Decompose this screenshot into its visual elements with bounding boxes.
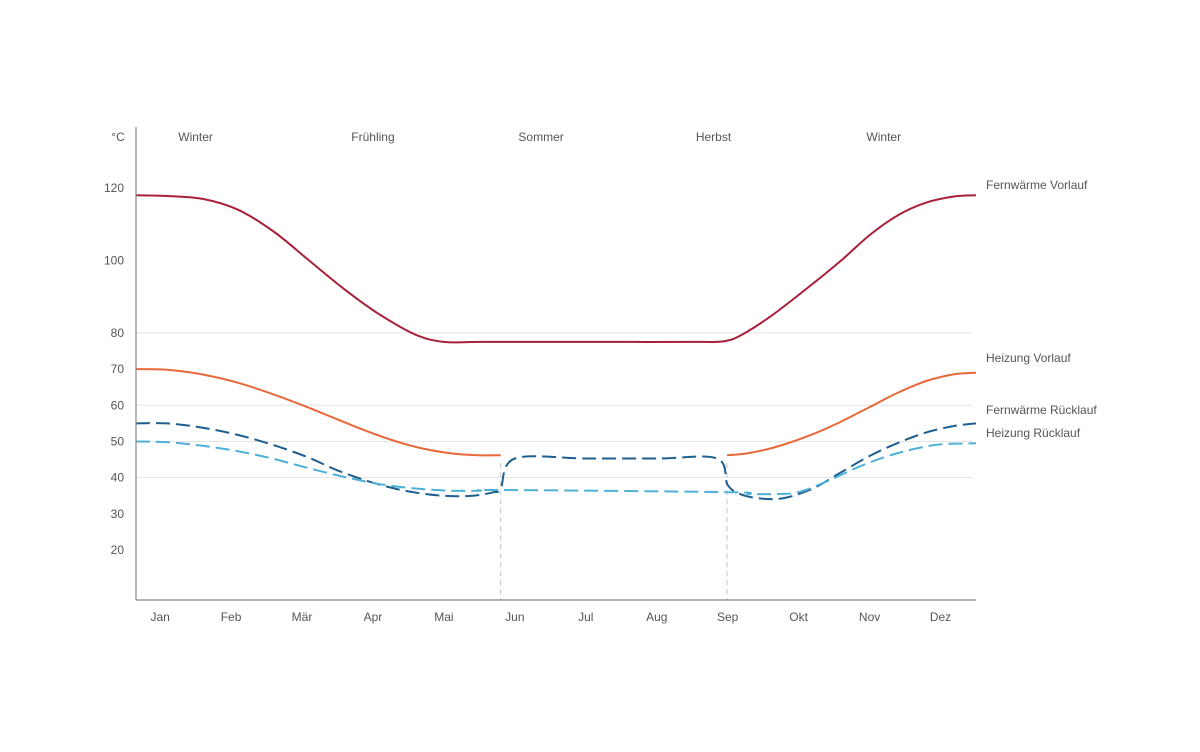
x-tick-label-jul: Jul bbox=[578, 610, 593, 624]
series-line-heizung-vorlauf-1 bbox=[135, 368, 501, 457]
y-tick-label-60: 60 bbox=[111, 398, 125, 412]
series-lines bbox=[135, 194, 977, 501]
y-tick-label-100: 100 bbox=[104, 253, 124, 267]
x-tick-label-dez: Dez bbox=[930, 610, 951, 624]
x-tick-label-mai: Mai bbox=[434, 610, 453, 624]
y-tick-label-20: 20 bbox=[111, 543, 125, 557]
season-label-winter-5: Winter bbox=[866, 130, 901, 144]
x-tick-label-jan: Jan bbox=[150, 610, 169, 624]
series-line-heizung-ruecklauf bbox=[135, 440, 977, 496]
season-dividers bbox=[500, 463, 728, 600]
series-line-heizung-vorlauf-2 bbox=[726, 371, 977, 457]
y-tick-label-80: 80 bbox=[111, 326, 125, 340]
x-tick-label-maer: Mär bbox=[292, 610, 313, 624]
y-tick-label-40: 40 bbox=[111, 471, 125, 485]
season-label-sommer-3: Sommer bbox=[518, 130, 563, 144]
series-label-fernwaerme-vorlauf: Fernwärme Vorlauf bbox=[986, 178, 1088, 192]
y-tick-label-120: 120 bbox=[104, 181, 124, 195]
axes bbox=[135, 127, 976, 601]
series-label-heizung-ruecklauf: Heizung Rücklauf bbox=[986, 426, 1081, 440]
labels: °C 20 30 40 50 60 70 80 100 120 Jan Feb Mär Apr Mai Ju… bbox=[104, 130, 1097, 624]
y-tick-label-30: 30 bbox=[111, 507, 125, 521]
x-tick-label-feb: Feb bbox=[221, 610, 242, 624]
x-tick-label-sep: Sep bbox=[717, 610, 739, 624]
x-tick-label-jun: Jun bbox=[505, 610, 524, 624]
series-label-heizung-vorlauf: Heizung Vorlauf bbox=[986, 351, 1071, 365]
y-unit-label: °C bbox=[111, 130, 125, 144]
x-tick-label-okt: Okt bbox=[789, 610, 808, 624]
gridlines bbox=[136, 332, 972, 479]
season-label-fruehling-2: Frühling bbox=[351, 130, 394, 144]
y-tick-label-70: 70 bbox=[111, 362, 125, 376]
y-tick-label-50: 50 bbox=[111, 434, 125, 448]
x-tick-label-aug: Aug bbox=[646, 610, 667, 624]
series-line-fernwaerme-vorlauf bbox=[135, 194, 977, 344]
x-tick-label-nov: Nov bbox=[859, 610, 880, 624]
series-line-fernwaerme-ruecklauf bbox=[135, 422, 977, 501]
x-tick-label-apr: Apr bbox=[364, 610, 383, 624]
season-label-herbst-4: Herbst bbox=[696, 130, 732, 144]
series-label-fernwaerme-ruecklauf: Fernwärme Rücklauf bbox=[986, 403, 1097, 417]
season-label-winter-1: Winter bbox=[178, 130, 213, 144]
